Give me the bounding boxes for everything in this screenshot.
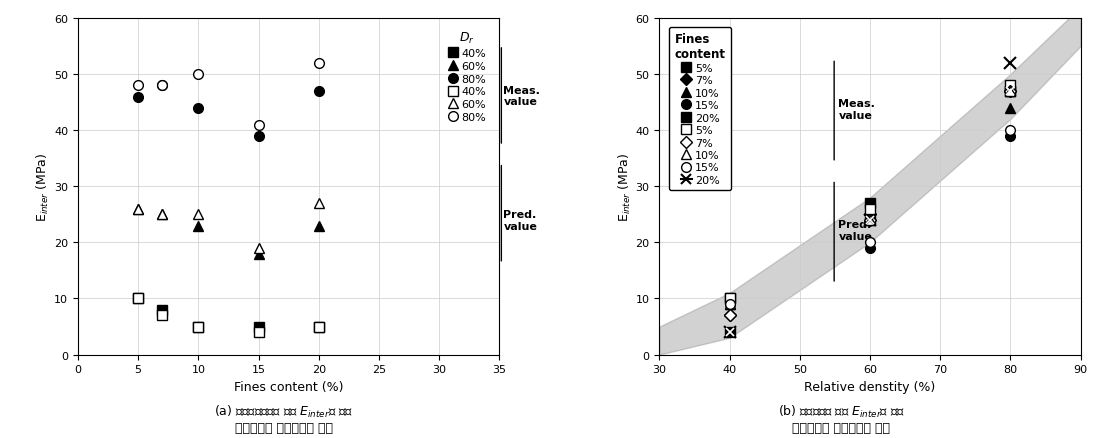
Text: (b) 상대밀도에 따른 $E_{inter}$에 대한
수치해석과 실험결과의 비교: (b) 상대밀도에 따른 $E_{inter}$에 대한 수치해석과 실험결과의… (778, 403, 905, 434)
Y-axis label: E$_{inter}$ (MPa): E$_{inter}$ (MPa) (616, 152, 633, 222)
Legend: 5%, 7%, 10%, 15%, 20%, 5%, 7%, 10%, 15%, 20%: 5%, 7%, 10%, 15%, 20%, 5%, 7%, 10%, 15%,… (670, 28, 731, 191)
Text: (a) 세립분함유율에 따른 $E_{inter}$에 대한
수치해석과 실험결과의 비교: (a) 세립분함유율에 따른 $E_{inter}$에 대한 수치해석과 실험결… (215, 403, 353, 434)
Text: Pred.
value: Pred. value (504, 210, 537, 231)
X-axis label: Fines content (%): Fines content (%) (234, 380, 343, 393)
Legend: 40%, 60%, 80%, 40%, 60%, 80%: 40%, 60%, 80%, 40%, 60%, 80% (443, 28, 489, 126)
Text: Meas.
value: Meas. value (504, 85, 540, 107)
Text: Pred.
value: Pred. value (839, 220, 872, 241)
X-axis label: Relative denstity (%): Relative denstity (%) (804, 380, 936, 393)
Text: Meas.
value: Meas. value (839, 99, 876, 120)
Y-axis label: E$_{inter}$ (MPa): E$_{inter}$ (MPa) (36, 152, 51, 222)
